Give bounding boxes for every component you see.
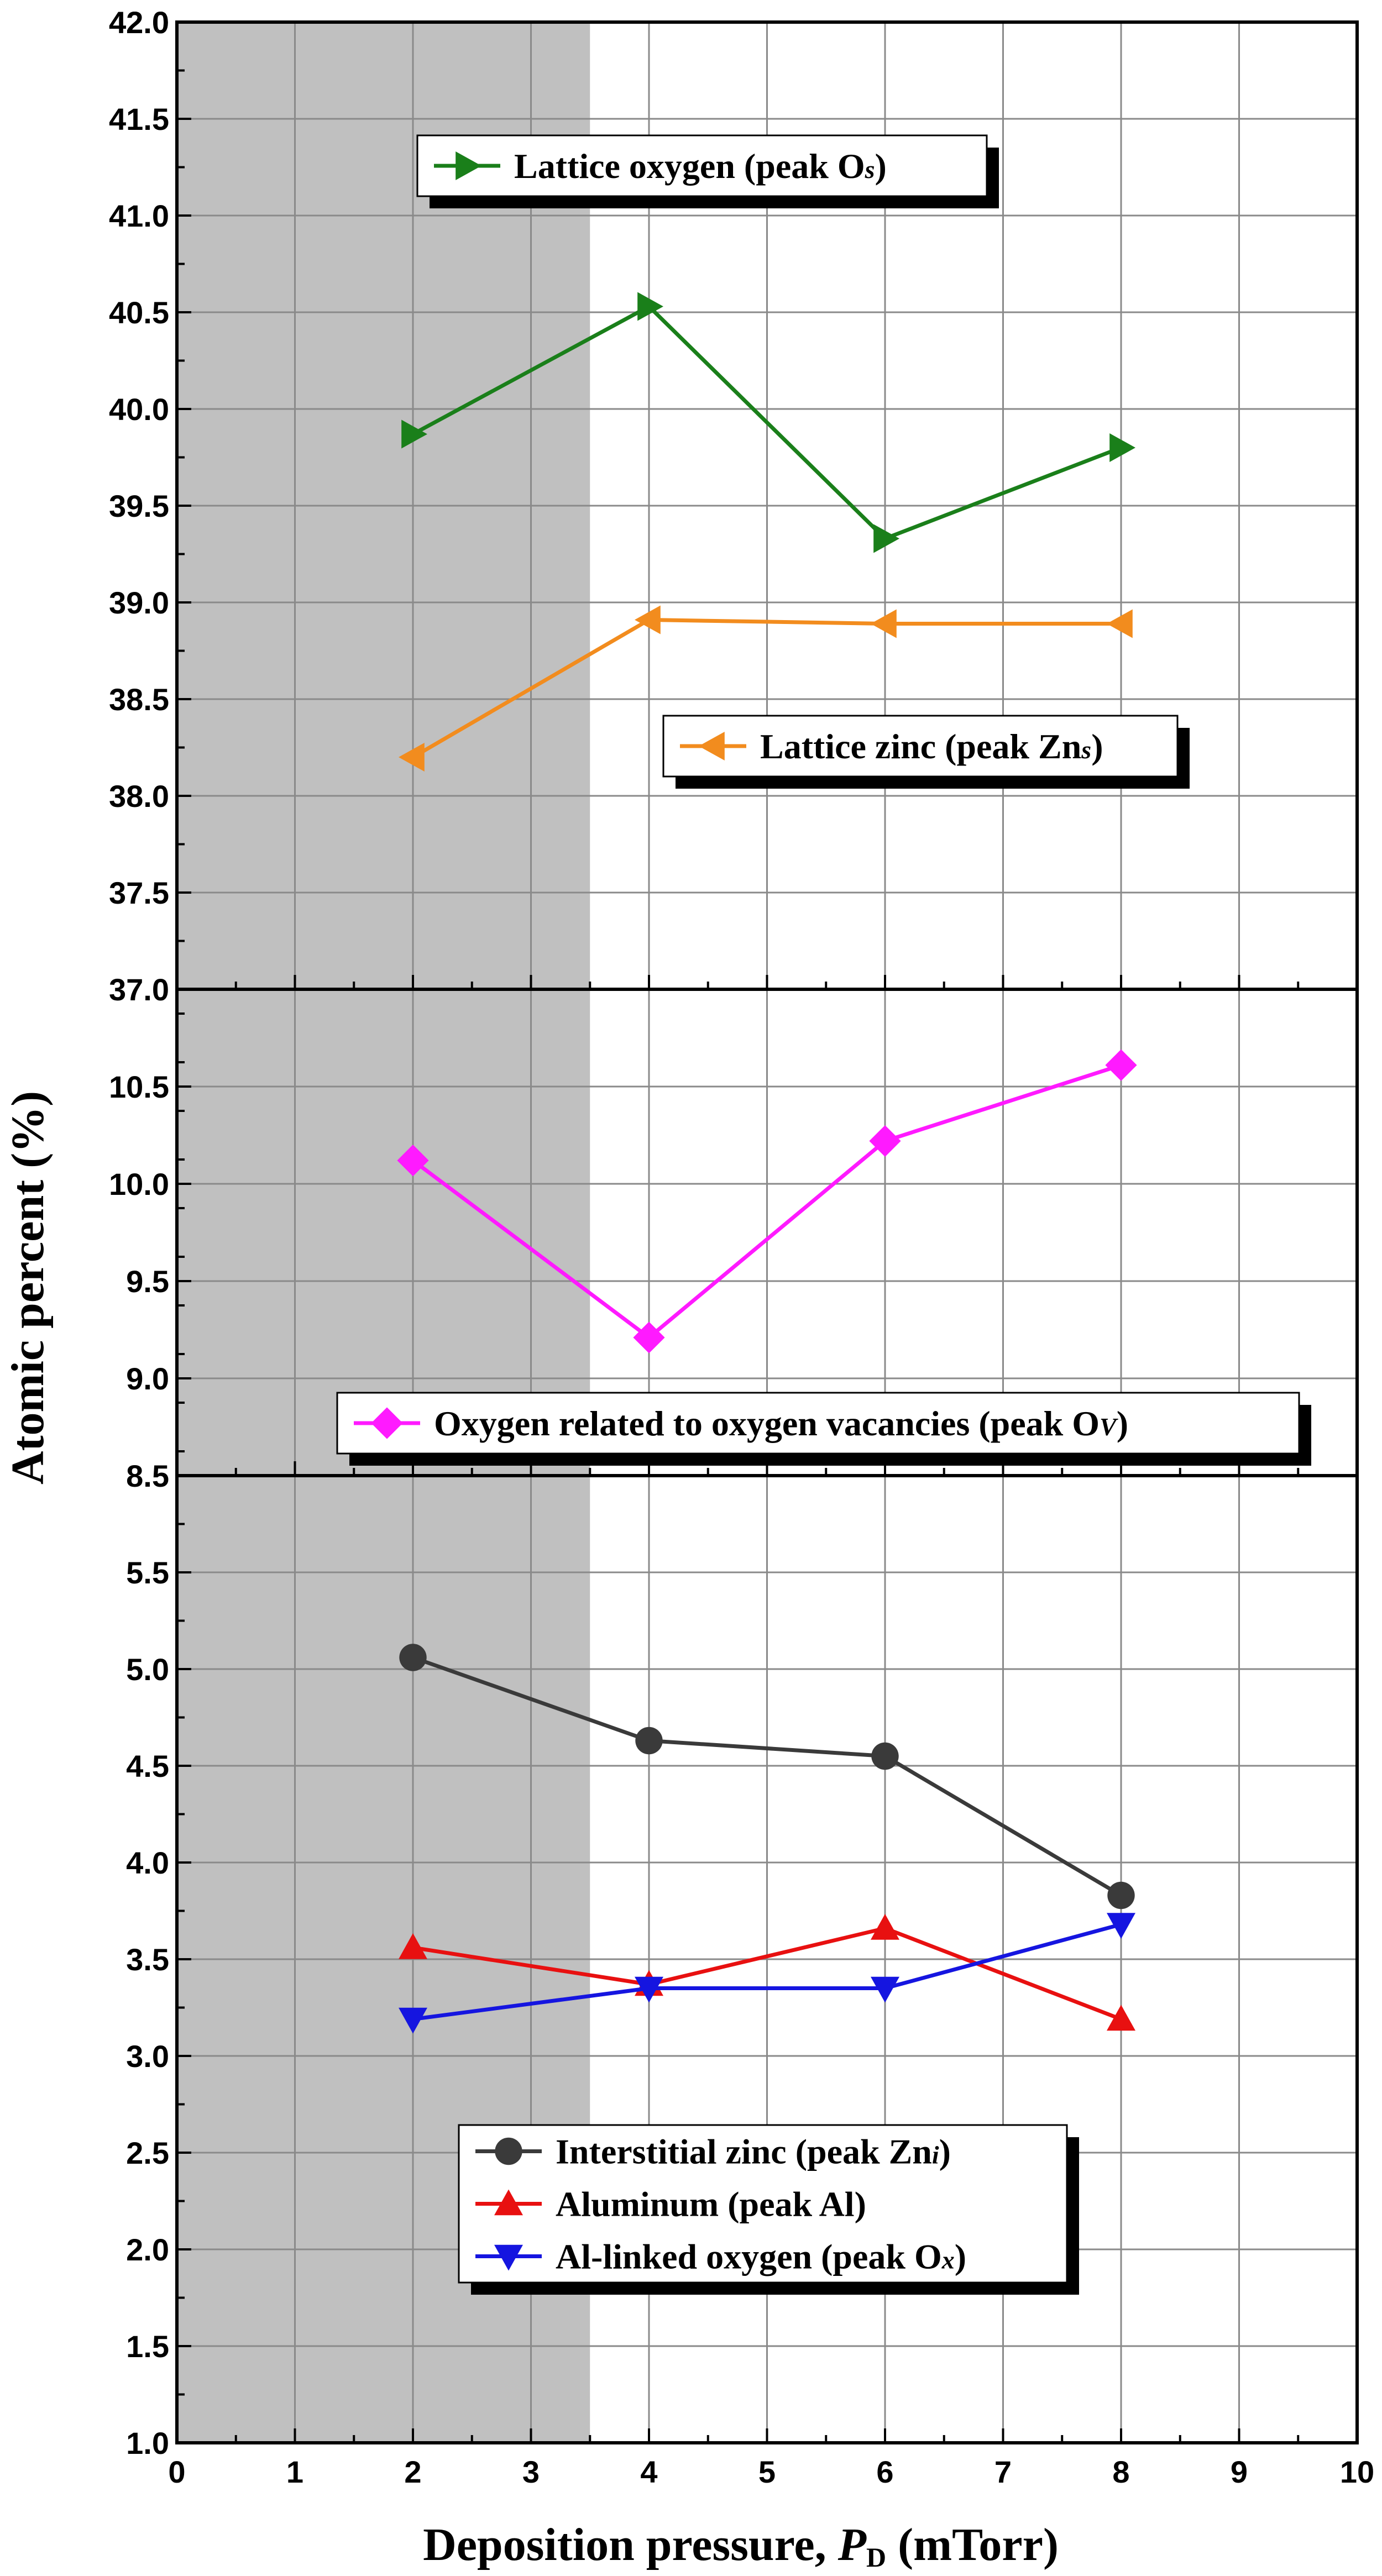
data-point xyxy=(871,609,897,638)
y-tick-label: 4.5 xyxy=(126,1749,169,1783)
y-tick-label: 9.0 xyxy=(126,1361,169,1396)
y-tick-label: 42.0 xyxy=(109,5,169,40)
y-tick-label: 38.0 xyxy=(109,779,169,814)
series-line xyxy=(412,305,1122,541)
data-point xyxy=(1107,1881,1135,1909)
x-tick-label: 2 xyxy=(404,2454,421,2489)
legend-label: Al-linked oxygen (peak Ox) xyxy=(556,2237,966,2276)
y-tick-label: 41.5 xyxy=(109,102,169,137)
x-tick-label: 9 xyxy=(1231,2454,1248,2489)
legend-box xyxy=(336,1392,1300,1455)
data-point xyxy=(637,292,663,321)
series-line xyxy=(411,1063,1122,1340)
x-tick-label: 3 xyxy=(522,2454,540,2489)
y-tick-label: 10.0 xyxy=(109,1167,169,1202)
legend-box xyxy=(662,715,1179,778)
legend-box xyxy=(416,134,988,197)
series-line xyxy=(412,618,1121,759)
data-point xyxy=(635,1976,663,2003)
y-tick-label: 38.5 xyxy=(109,682,169,717)
data-point xyxy=(871,1976,899,2003)
x-tick-label: 0 xyxy=(168,2454,185,2489)
y-tick-label: 37.0 xyxy=(109,972,169,1007)
legend-marker xyxy=(371,1407,403,1439)
data-point xyxy=(397,1145,429,1177)
y-tick-label: 4.0 xyxy=(126,1845,169,1880)
y-tick-label: 5.5 xyxy=(126,1555,169,1590)
legend-marker xyxy=(699,732,725,760)
y-tick-label: 1.0 xyxy=(126,2426,169,2460)
data-point xyxy=(1107,2005,1135,2031)
y-tick-label: 41.0 xyxy=(109,198,169,233)
data-point xyxy=(871,1742,899,1770)
series-2-0 xyxy=(399,1644,1135,1909)
data-point xyxy=(633,1321,665,1353)
legend-marker xyxy=(494,2244,523,2271)
y-tick-label: 39.5 xyxy=(109,489,169,523)
series-0-1 xyxy=(399,605,1133,772)
legend-label: Interstitial zinc (peak Zni) xyxy=(556,2132,951,2171)
x-tick-label: 1 xyxy=(286,2454,303,2489)
y-tick-label: 3.0 xyxy=(126,2039,169,2074)
legend-marker xyxy=(494,2189,523,2216)
series-line xyxy=(412,1922,1122,2021)
y-tick-label: 5.0 xyxy=(126,1652,169,1687)
legend-marker xyxy=(495,2137,522,2165)
x-tick-label: 8 xyxy=(1112,2454,1129,2489)
legend-label: Lattice zinc (peak Zns) xyxy=(760,727,1103,766)
x-tick-label: 5 xyxy=(758,2454,776,2489)
data-point xyxy=(1107,609,1133,638)
data-point xyxy=(635,1727,663,1755)
series-2-2 xyxy=(399,1913,1135,2034)
data-point xyxy=(399,743,425,772)
data-point xyxy=(871,1914,899,1940)
legend-label: Oxygen related to oxygen vacancies (peak… xyxy=(434,1404,1128,1443)
data-point xyxy=(399,1933,427,1959)
x-tick-label: 4 xyxy=(640,2454,657,2489)
y-tick-label: 2.5 xyxy=(126,2136,169,2170)
legend-box xyxy=(458,2124,1068,2284)
y-tick-label: 40.5 xyxy=(109,295,169,330)
y-tick-label: 40.0 xyxy=(109,392,169,427)
y-tick-label: 42.0 xyxy=(109,5,169,40)
data-point xyxy=(1107,1913,1135,1939)
y-axis-label: Atomic percent (%) xyxy=(2,1091,54,1484)
legend-label: Lattice oxygen (peak Os) xyxy=(514,146,887,186)
data-point xyxy=(869,1125,901,1157)
series-1-0 xyxy=(397,1049,1137,1353)
y-tick-label: 37.5 xyxy=(109,875,169,910)
shaded-region xyxy=(177,22,590,2443)
series-line xyxy=(412,1926,1122,2021)
y-tick-label: 10.5 xyxy=(109,1069,169,1104)
x-axis-label: Deposition pressure, PD (mTorr) xyxy=(423,2519,1059,2573)
data-point xyxy=(401,419,427,449)
data-point xyxy=(635,605,661,634)
data-point xyxy=(399,2007,427,2034)
data-point xyxy=(873,524,899,553)
series-0-0 xyxy=(401,292,1135,553)
series-line xyxy=(412,1655,1122,1897)
data-point xyxy=(1109,433,1135,462)
x-tick-label: 7 xyxy=(994,2454,1012,2489)
y-tick-label: 8.5 xyxy=(126,1458,169,1493)
y-tick-label: 2.0 xyxy=(126,2232,169,2267)
x-tick-label: 6 xyxy=(876,2454,893,2489)
y-tick-label: 9.5 xyxy=(126,1264,169,1299)
data-point xyxy=(1105,1049,1137,1081)
data-point xyxy=(399,1644,427,1671)
y-tick-label: 39.0 xyxy=(109,585,169,620)
legend-label: Aluminum (peak Al) xyxy=(556,2185,866,2224)
y-tick-label: 1.5 xyxy=(126,2329,169,2364)
y-tick-label: 3.5 xyxy=(126,1942,169,1977)
legend-marker xyxy=(456,151,481,180)
x-tick-label: 10 xyxy=(1340,2454,1374,2489)
